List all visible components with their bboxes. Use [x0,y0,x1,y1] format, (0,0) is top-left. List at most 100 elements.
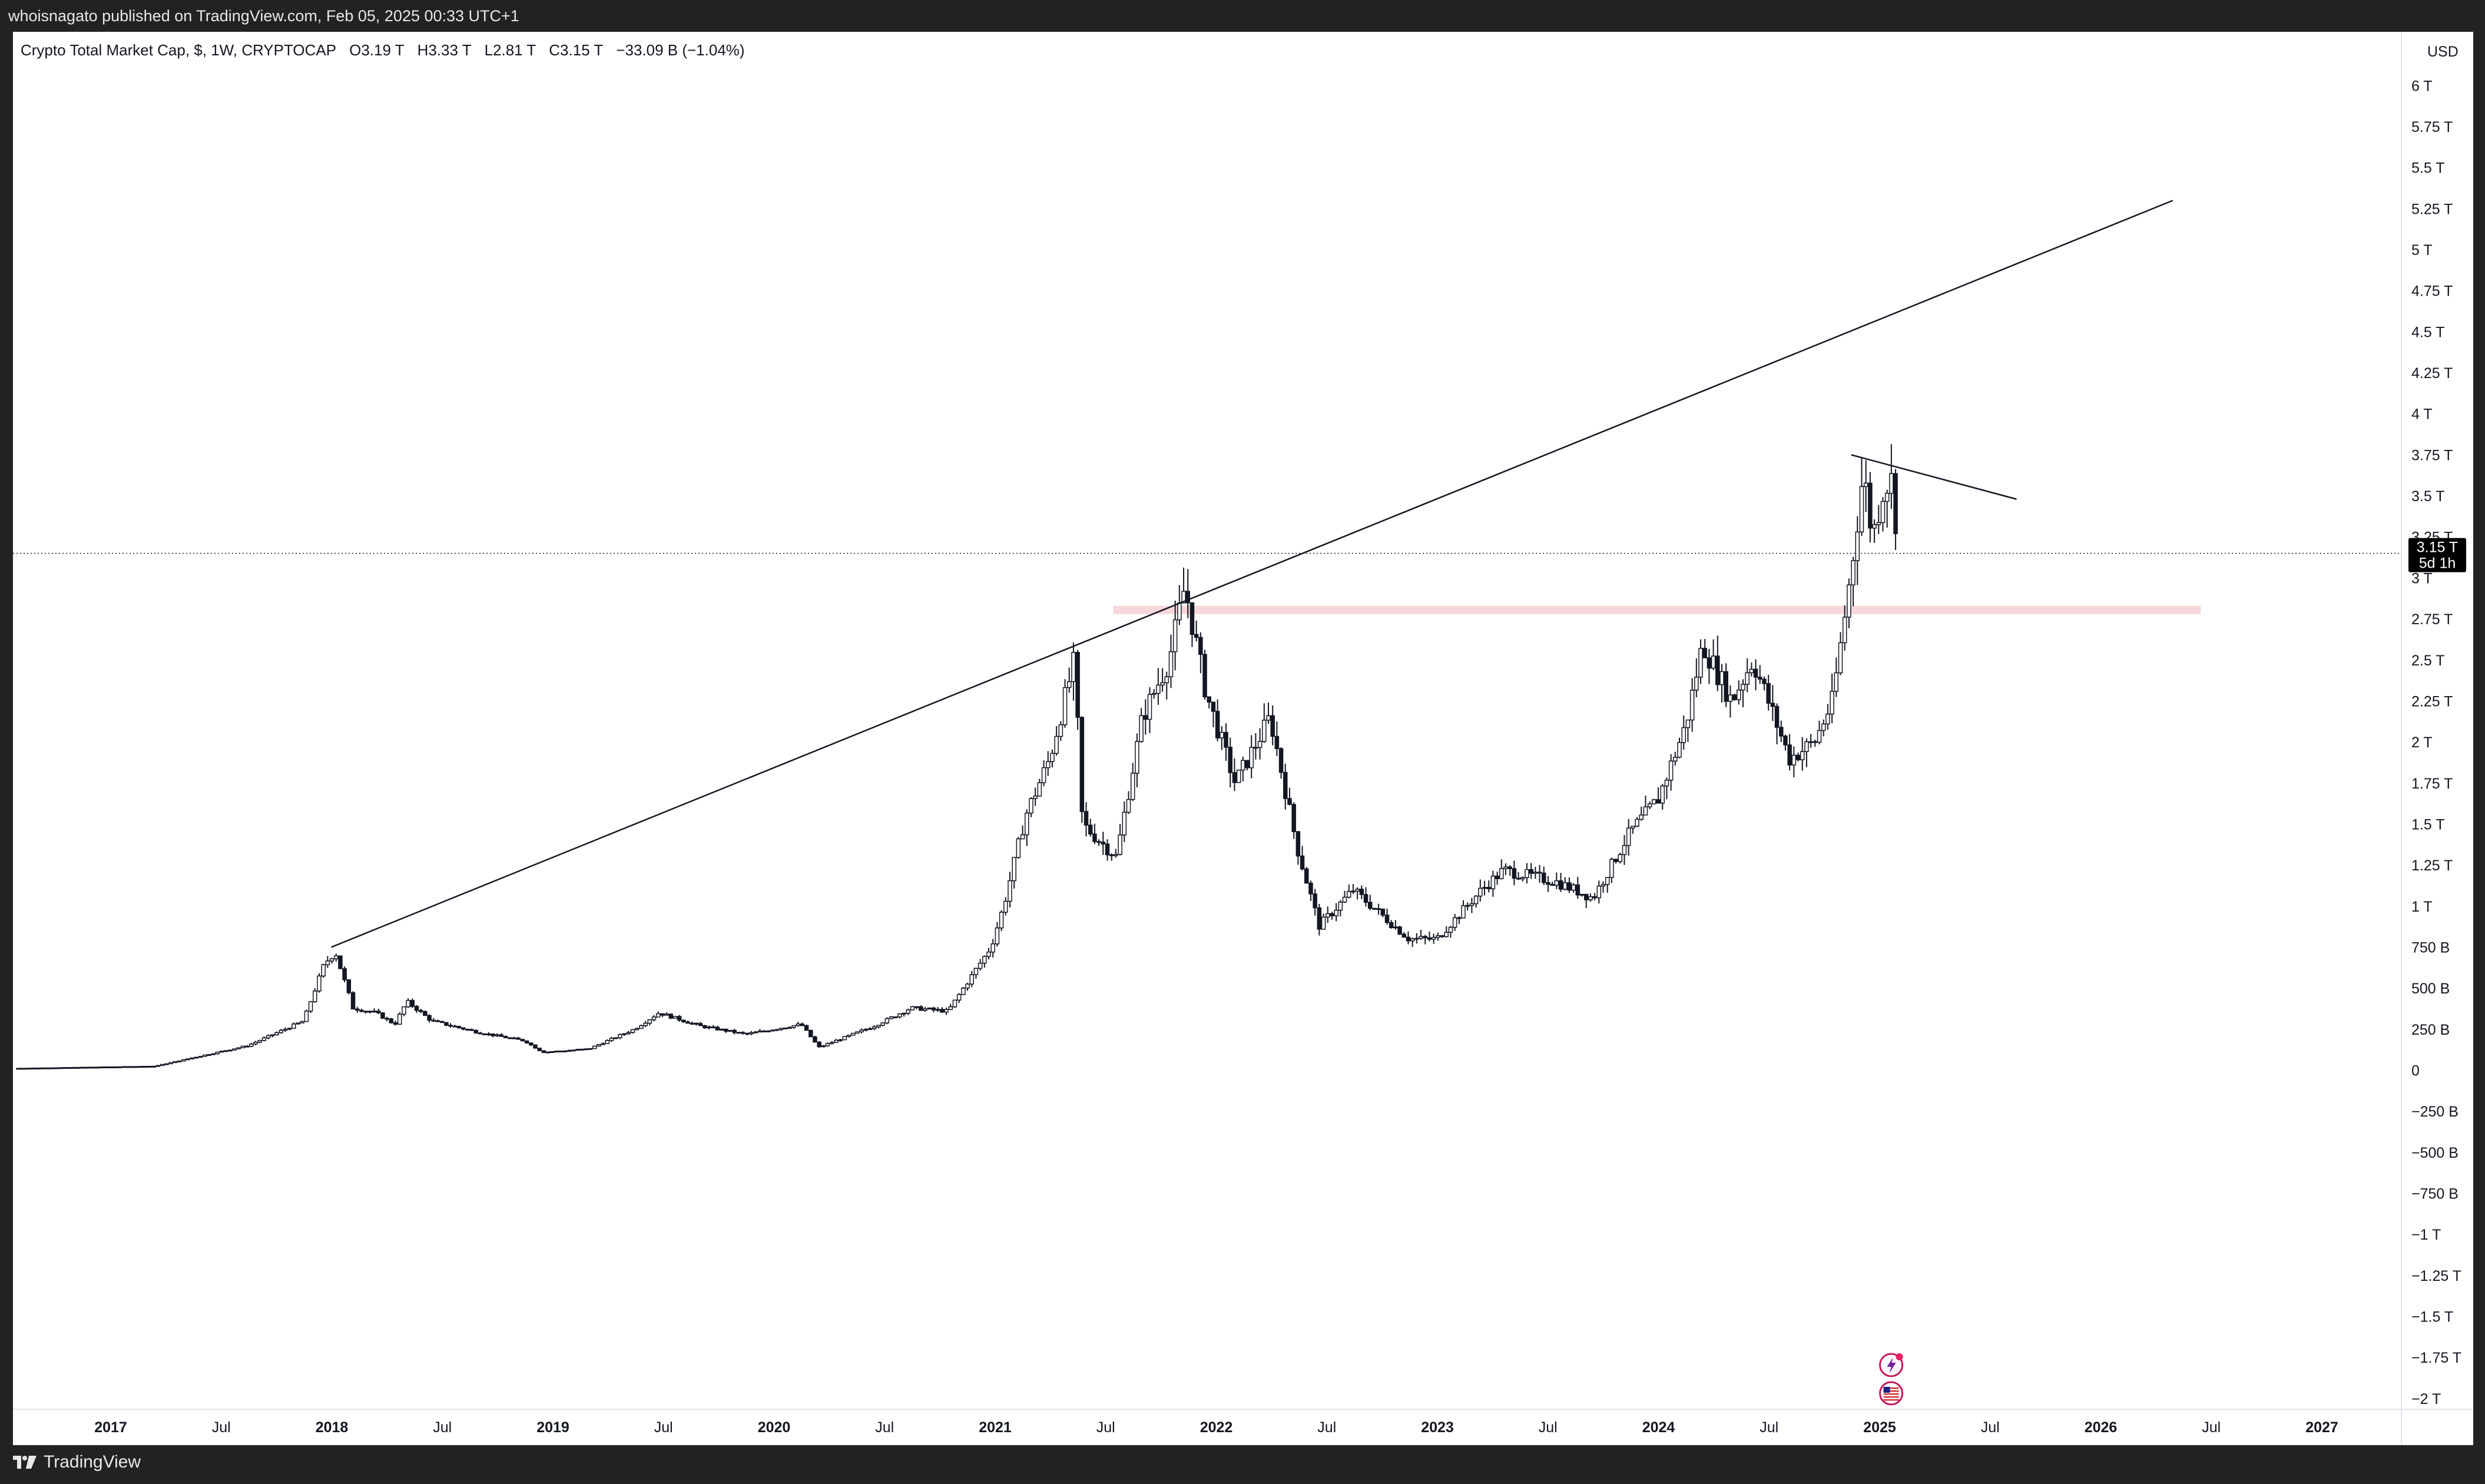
candle[interactable] [1181,567,1186,604]
candle[interactable] [143,1066,148,1068]
candle[interactable] [1338,900,1343,917]
candle[interactable] [566,1049,572,1052]
candle[interactable] [889,1016,894,1019]
candle[interactable] [1749,662,1754,677]
candle[interactable] [867,1027,873,1031]
candle[interactable] [1592,893,1597,900]
candle[interactable] [1135,733,1139,788]
candle[interactable] [122,1066,127,1068]
candle[interactable] [1295,830,1301,865]
candle[interactable] [1156,668,1161,705]
candle[interactable] [257,1039,262,1044]
candle[interactable] [817,1041,821,1048]
candle[interactable] [698,1022,703,1026]
candle[interactable] [1529,863,1533,879]
candle[interactable] [1677,737,1682,758]
candle[interactable] [757,1029,763,1033]
candle[interactable] [893,1016,898,1019]
candle[interactable] [1126,791,1131,814]
candle[interactable] [1114,849,1118,858]
candle[interactable] [863,1028,869,1032]
candle[interactable] [1783,734,1788,751]
candle[interactable] [1020,825,1025,840]
candle[interactable] [244,1045,250,1048]
candle[interactable] [101,1066,105,1069]
candle[interactable] [537,1048,542,1051]
candle[interactable] [75,1066,80,1069]
candle[interactable] [1054,726,1059,756]
candle[interactable] [1423,935,1427,945]
candle[interactable] [783,1027,788,1029]
candle[interactable] [1190,602,1195,647]
candle[interactable] [1033,787,1038,806]
candle[interactable] [317,973,322,993]
candle[interactable] [846,1035,851,1038]
candle[interactable] [1601,881,1606,893]
candle[interactable] [151,1065,157,1068]
candle[interactable] [800,1022,805,1026]
candle[interactable] [1787,734,1792,771]
candle[interactable] [236,1047,241,1050]
candle[interactable] [1147,687,1152,733]
candle[interactable] [956,993,962,1003]
candle[interactable] [554,1051,559,1053]
candle[interactable] [1766,675,1771,711]
candle[interactable] [1685,719,1691,742]
candle[interactable] [1745,658,1750,693]
candle[interactable] [1278,747,1284,779]
candle[interactable] [1224,723,1228,761]
candle[interactable] [1008,872,1012,908]
candle[interactable] [1071,642,1076,701]
candle[interactable] [1546,876,1550,892]
candle[interactable] [677,1015,682,1022]
candle[interactable] [876,1025,881,1029]
candle[interactable] [584,1048,589,1051]
candle[interactable] [84,1066,88,1069]
candle[interactable] [1321,913,1326,930]
candle[interactable] [897,1013,902,1019]
candle[interactable] [503,1035,508,1038]
candle[interactable] [1652,799,1656,804]
candle[interactable] [1838,632,1843,675]
candle[interactable] [1575,877,1581,899]
candle[interactable] [1088,819,1093,837]
candle[interactable] [20,1068,25,1070]
candle[interactable] [350,991,356,1010]
candle[interactable] [1660,784,1665,810]
candle[interactable] [1872,519,1877,543]
candle[interactable] [952,999,957,1008]
candle[interactable] [605,1039,610,1044]
candle[interactable] [732,1028,737,1035]
candle[interactable] [681,1019,686,1023]
candle[interactable] [1283,763,1288,810]
candle[interactable] [325,956,330,968]
candle[interactable] [703,1025,707,1029]
candle[interactable] [1084,802,1089,837]
candle[interactable] [1808,734,1813,748]
candle[interactable] [109,1066,114,1068]
candle[interactable] [354,1006,360,1013]
candle[interactable] [1122,801,1127,842]
candle[interactable] [1440,935,1444,938]
candle[interactable] [334,953,339,962]
candle[interactable] [168,1062,173,1065]
candle[interactable] [105,1066,110,1069]
candle[interactable] [1313,889,1317,916]
candle[interactable] [1220,726,1224,750]
candle[interactable] [1342,890,1347,903]
candle[interactable] [1825,704,1830,730]
candle[interactable] [995,922,1000,947]
candle[interactable] [753,1031,758,1034]
candle[interactable] [859,1028,864,1034]
candle[interactable] [117,1066,122,1068]
candle[interactable] [228,1049,233,1052]
candle[interactable] [520,1039,525,1042]
candle[interactable] [1393,920,1398,930]
candle[interactable] [1711,639,1716,670]
candle[interactable] [1066,667,1072,693]
candle[interactable] [1380,908,1386,917]
candle[interactable] [1728,685,1733,718]
candle[interactable] [1079,716,1085,823]
candle[interactable] [160,1064,165,1066]
candle[interactable] [190,1057,194,1059]
